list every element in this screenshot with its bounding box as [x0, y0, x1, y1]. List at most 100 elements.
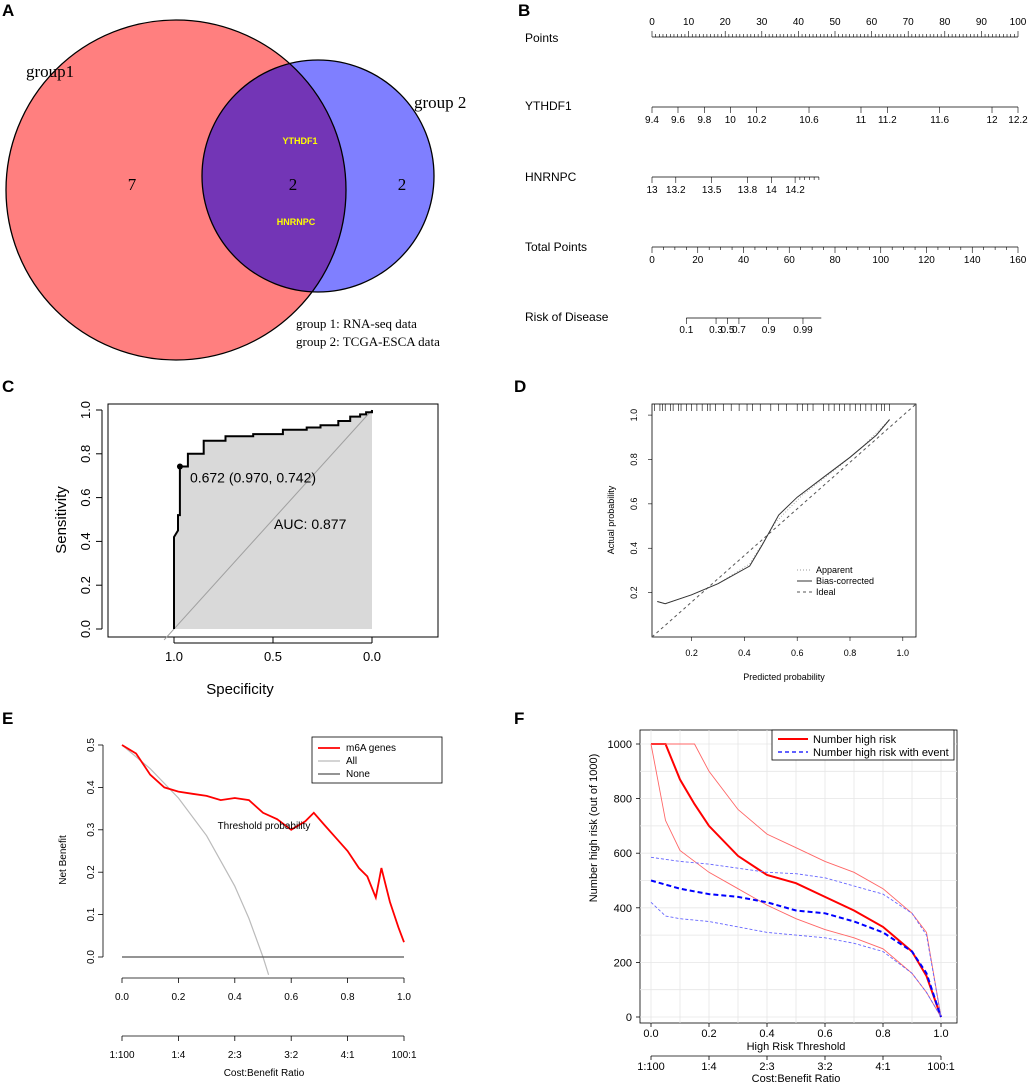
- legend-high-risk-event-label: Number high risk with event: [813, 747, 949, 759]
- points-tick-label: 50: [829, 17, 841, 28]
- cic-lines: [650, 743, 942, 1018]
- cic-x-tick-label: 0.6: [817, 1028, 832, 1040]
- hnrnpc-tick-label: 13.5: [702, 185, 722, 196]
- roc-curve: [173, 410, 373, 629]
- calibration-x-tick-label: 0.2: [685, 648, 698, 658]
- calibration-y-tick-label: 1.0: [629, 409, 639, 422]
- ythdf1-tick-label: 9.6: [671, 115, 685, 126]
- points-tick-label: 0: [649, 17, 655, 28]
- venn-count-group1-only: 7: [128, 175, 137, 194]
- points-tick-label: 90: [976, 17, 988, 28]
- roc-y-tick-label: 0.4: [78, 532, 93, 550]
- hnrnpc-tick-label: 13.2: [666, 185, 686, 196]
- risk-tick-label: 0.7: [732, 325, 746, 336]
- roc-diagonal-line: [163, 409, 373, 641]
- dca-x2-axis-label: Cost:Benefit Ratio: [224, 1068, 305, 1079]
- cic-x2-tick-label: 3:2: [817, 1061, 832, 1073]
- legend-apparent-label: Apparent: [816, 565, 853, 575]
- roc-x-tick-label: 0.5: [264, 649, 282, 664]
- venn-outline-group2: [201, 59, 435, 293]
- cic-y-tick-label: 0: [626, 1012, 632, 1024]
- risk-tick-label: 0.9: [762, 325, 776, 336]
- cic-high-risk-upper-line: [651, 743, 942, 1018]
- calibration-x-tick-label: 1.0: [897, 648, 910, 658]
- dca-legend-box: [311, 736, 443, 784]
- calibration-y-tick-label: 0.6: [629, 498, 639, 511]
- cic-high-risk-event-line: [650, 879, 942, 1018]
- ythdf1-tick-label: 12: [986, 115, 998, 126]
- dca-y-tick-label: 0.5: [86, 738, 97, 752]
- cic-y-tick-label: 400: [614, 903, 632, 915]
- ythdf1-tick-label: 9.4: [645, 115, 659, 126]
- cic-high-risk-event-upper-line: [650, 856, 942, 1018]
- venn-legend-group1: group 1: RNA-seq data: [296, 316, 417, 331]
- panel-label-c: C: [2, 377, 14, 396]
- dca-y-tick-label: 0.0: [86, 950, 97, 964]
- risk-tick-label: 0.99: [793, 325, 813, 336]
- venn-count-intersection: 2: [289, 175, 298, 194]
- dca-y-axis-label: Net Benefit: [58, 835, 69, 885]
- calibration-y-tick-label: 0.8: [629, 453, 639, 466]
- points-tick-label: 80: [939, 17, 951, 28]
- total-points-tick-label: 40: [738, 255, 750, 266]
- cic-x2-tick-label: 1:100: [637, 1061, 665, 1073]
- roc-x-tick-label: 1.0: [165, 649, 183, 664]
- venn-legend-group2: group 2: TCGA-ESCA data: [296, 334, 440, 349]
- cic-x-axis-label: High Risk Threshold: [747, 1041, 846, 1053]
- hnrnpc-tick-label: 14.2: [785, 185, 805, 196]
- cic-x-tick-label: 1.0: [933, 1028, 948, 1040]
- venn-count-group2-only: 2: [398, 175, 407, 194]
- ythdf1-tick-label: 11: [856, 115, 867, 126]
- legend-bias-label: Bias-corrected: [816, 576, 874, 586]
- legend-high-risk-label: Number high risk: [813, 734, 897, 746]
- dca-legend: m6A genes All None: [311, 736, 443, 784]
- cic-axes: 0.0 1:100 0 0.2 1:4 200 0.4 2:3 400 0.6 3:2 600 0.8 4…: [608, 739, 955, 1073]
- roc-threshold-point: [176, 463, 183, 470]
- dca-x2-tick-label: 2:3: [228, 1050, 242, 1061]
- dca-y-tick-label: 0.1: [86, 907, 97, 921]
- calibration-ideal-line: [651, 403, 917, 638]
- risk-tick-label: 0.1: [679, 325, 693, 336]
- cic-frame: [639, 729, 958, 1024]
- cic-y-tick-label: 1000: [608, 739, 632, 751]
- calibration-frame: [651, 403, 917, 638]
- calibration-y-axis-label: Actual probability: [606, 485, 616, 554]
- dca-x-tick-label: 0.6: [284, 992, 298, 1003]
- panel-label-f: F: [514, 709, 524, 728]
- roc-x-tick-label: 0.0: [363, 649, 381, 664]
- risk-tick-label: 0.3: [709, 325, 723, 336]
- legend-all-label: All: [346, 756, 357, 767]
- roc-plot: 1.0 0.5 0.0 0.0 0.2 0.4 0.6 0.8 1.0 0.672 (0.970…: [53, 401, 439, 698]
- cic-legend-box: [771, 729, 955, 761]
- ythdf1-tick-label: 10: [725, 115, 737, 126]
- venn-intersection: [202, 60, 346, 292]
- calibration-plot: 0.2 0.2 0.4 0.4 0.6 0.6 0.8 0.8 1.0 1.0 Apparent …: [606, 403, 917, 682]
- calibration-axes: 0.2 0.2 0.4 0.4 0.6 0.6 0.8 0.8 1.0 1.0: [629, 409, 909, 658]
- cic-gridlines: [640, 730, 957, 1023]
- dca-x-axis-label: Threshold probability: [218, 821, 311, 832]
- ythdf1-tick-label: 10.2: [747, 115, 767, 126]
- calibration-bias-corrected-line: [657, 419, 890, 605]
- cic-y-axis-label: Number high risk (out of 1000): [588, 754, 600, 903]
- calibration-legend: Apparent Bias-corrected Ideal: [797, 565, 874, 597]
- total-points-tick-label: 100: [872, 255, 889, 266]
- hnrnpc-tick-label: 13: [646, 185, 658, 196]
- decision-curve-axes: 0.0 1:100 0.0 0.2 1:4 0.1 0.4 2:3 0.2 0.6 3:2 0.3 0.…: [86, 738, 417, 1061]
- cic-y-tick-label: 600: [614, 848, 632, 860]
- calibration-rug: [654, 404, 890, 411]
- ythdf1-tick-label: 9.8: [697, 115, 711, 126]
- calibration-x-tick-label: 0.6: [791, 648, 804, 658]
- roc-y-tick-label: 0.6: [78, 489, 93, 507]
- cic-x2-tick-label: 1:4: [701, 1061, 716, 1073]
- nomogram-row-label-hnrnpc: HNRNPC: [525, 170, 577, 184]
- cic-x-tick-label: 0.4: [759, 1028, 774, 1040]
- roc-axes: 1.0 0.5 0.0 0.0 0.2 0.4 0.6 0.8 1.0: [78, 401, 381, 664]
- panel-label-e: E: [2, 709, 13, 728]
- risk-tick-label: 0.5: [721, 325, 735, 336]
- dca-x-tick-label: 0.2: [171, 992, 185, 1003]
- venn-diagram: group1 group 2 7 2 2 YTHDF1 HNRNPC group…: [5, 19, 466, 361]
- panel-label-a: A: [2, 1, 14, 20]
- total-points-tick-label: 60: [784, 255, 796, 266]
- roc-y-tick-label: 1.0: [78, 401, 93, 419]
- cic-x2-axis-label: Cost:Benefit Ratio: [752, 1073, 841, 1084]
